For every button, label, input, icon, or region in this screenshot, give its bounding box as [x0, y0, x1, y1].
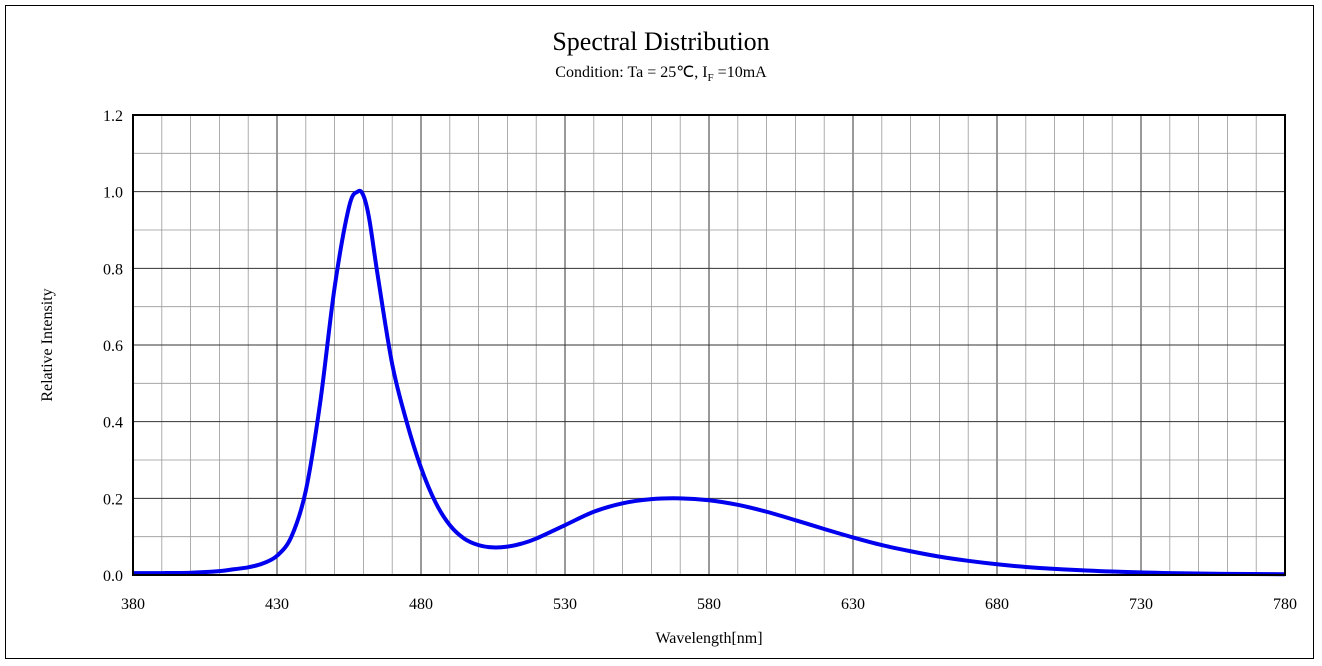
y-axis-label: Relative Intensity	[39, 288, 56, 401]
spectrum-line	[132, 188, 1286, 577]
x-tick-label: 680	[985, 596, 1009, 613]
grid	[132, 114, 1286, 576]
y-tick-label: 0.6	[103, 338, 123, 355]
x-tick-label: 730	[1129, 596, 1153, 613]
tick-labels: 380 430 480 530 580 630 680 730 780 0.0 0.2 0.4 0.6 0…	[103, 108, 1297, 613]
y-tick-label: 0.4	[103, 415, 123, 432]
plot-border	[132, 114, 1286, 576]
x-tick-label: 630	[841, 596, 865, 613]
chart-subtitle: Condition: Ta = 25℃, IF =10mA	[0, 62, 1322, 84]
x-tick-label: 530	[553, 596, 577, 613]
y-tick-label: 1.2	[103, 108, 123, 125]
x-tick-label: 580	[697, 596, 721, 613]
chart-title: Spectral Distribution	[552, 27, 770, 56]
x-tick-label: 430	[265, 596, 289, 613]
x-tick-label: 480	[409, 596, 433, 613]
subtitle-suffix: =10mA	[713, 64, 767, 81]
subtitle-prefix: Condition: Ta = 25℃, I	[555, 64, 708, 81]
x-tick-label: 380	[121, 596, 145, 613]
x-tick-label: 780	[1273, 596, 1297, 613]
subtitle-subscript: F	[707, 72, 714, 85]
y-tick-label: 0.8	[103, 261, 123, 278]
series-layer	[132, 188, 1286, 577]
x-axis-label: Wavelength[nm]	[655, 630, 762, 647]
y-tick-label: 0.2	[103, 491, 123, 508]
y-tick-label: 0.0	[103, 568, 123, 585]
y-tick-label: 1.0	[103, 185, 123, 202]
